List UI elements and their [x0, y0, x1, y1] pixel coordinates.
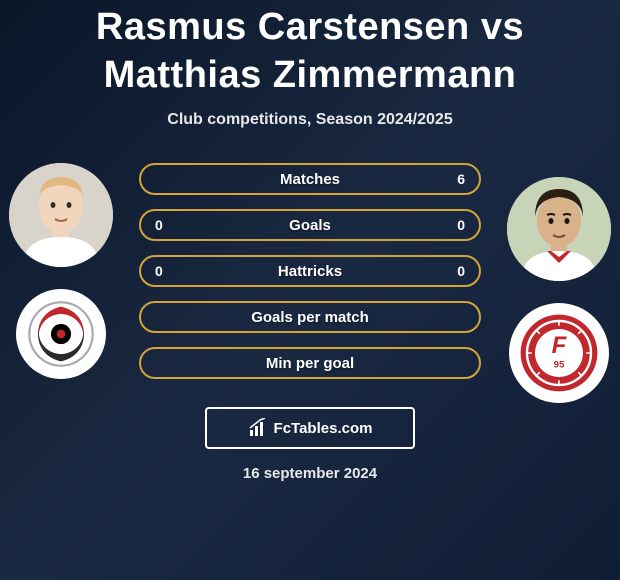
stat-right-value: 0 — [457, 217, 465, 233]
svg-text:F: F — [552, 332, 568, 359]
stat-right-value: 6 — [457, 171, 465, 187]
stat-bar-goals-per-match: Goals per match — [139, 301, 481, 333]
right-player-photo — [507, 177, 611, 281]
stat-bar-matches: Matches 6 — [139, 163, 481, 195]
left-player-column — [6, 163, 116, 379]
svg-text:95: 95 — [554, 359, 565, 370]
stat-left-value: 0 — [155, 217, 163, 233]
stat-label: Goals per match — [251, 309, 369, 326]
stat-label: Matches — [280, 171, 340, 188]
stat-left-value: 0 — [155, 263, 163, 279]
stats-column: Matches 6 0 Goals 0 0 Hattricks 0 Goals per matc… — [139, 163, 481, 379]
brand-chart-icon — [248, 418, 268, 438]
comparison-panel: Matches 6 0 Goals 0 0 Hattricks 0 Goals per matc… — [0, 163, 620, 379]
stat-label: Goals — [289, 217, 331, 234]
stat-label: Min per goal — [266, 355, 354, 372]
stat-bar-hattricks: 0 Hattricks 0 — [139, 255, 481, 287]
stat-right-value: 0 — [457, 263, 465, 279]
page-title: Rasmus Carstensen vs Matthias Zimmermann — [0, 4, 620, 99]
stat-bar-goals: 0 Goals 0 — [139, 209, 481, 241]
brand-text: FcTables.com — [274, 420, 373, 437]
left-club-logo — [16, 289, 106, 379]
date-label: 16 september 2024 — [243, 465, 377, 482]
stat-bar-min-per-goal: Min per goal — [139, 347, 481, 379]
left-player-photo — [9, 163, 113, 267]
subtitle: Club competitions, Season 2024/2025 — [167, 111, 452, 129]
stat-label: Hattricks — [278, 263, 342, 280]
brand-box[interactable]: FcTables.com — [205, 407, 415, 449]
right-club-logo: F 95 — [509, 303, 609, 403]
right-player-column: F 95 — [504, 177, 614, 403]
